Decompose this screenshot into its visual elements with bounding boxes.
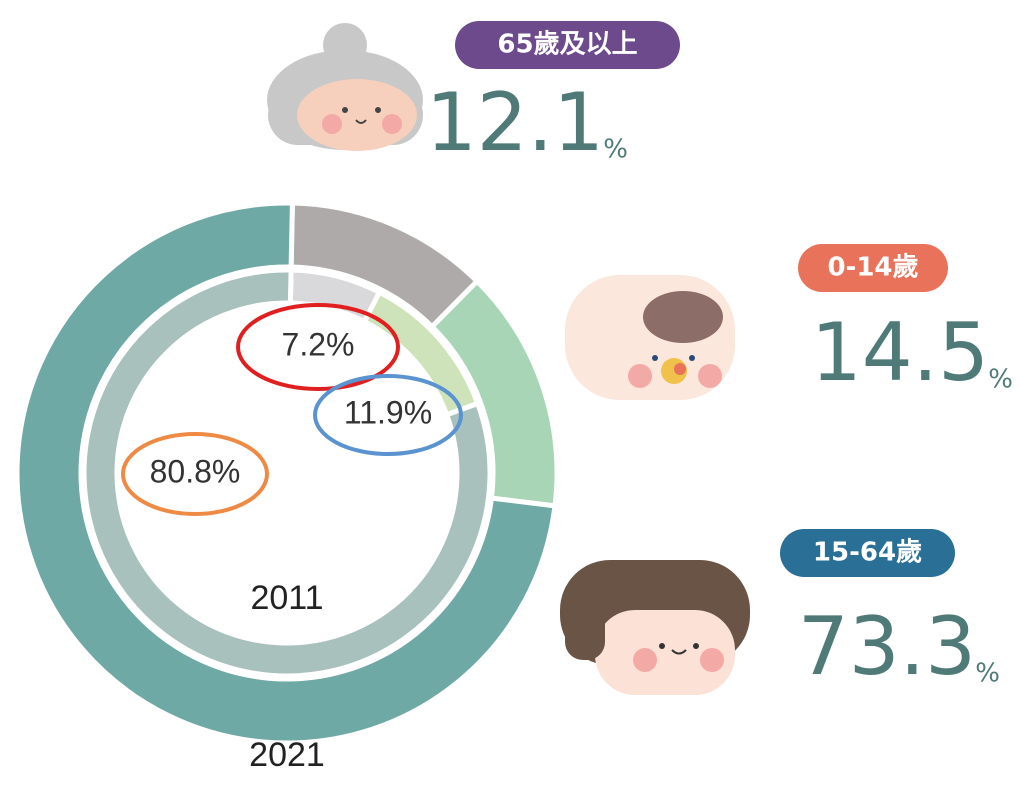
value-label: 7.2% (282, 326, 355, 362)
value-label: 73.3 (798, 600, 976, 693)
series-label: 2021 (249, 736, 325, 774)
value-label: 14.5 (811, 306, 989, 399)
unit-label: % (975, 659, 1000, 689)
value-label: 80.8% (150, 453, 241, 489)
annotation-circle (121, 432, 269, 516)
value-label: 12.1 (426, 76, 604, 169)
category-badge (455, 21, 680, 69)
unit-label: % (988, 365, 1013, 395)
annotation-circle (236, 303, 400, 391)
unit-label: % (603, 135, 628, 165)
category-badge (780, 529, 955, 577)
category-label: 15-64歲 (813, 538, 922, 568)
category-badge (798, 244, 948, 292)
series-label: 2011 (250, 579, 323, 617)
category-label: 0-14歲 (827, 253, 918, 283)
donut-segment (14, 200, 558, 746)
elderly-icon (267, 23, 423, 151)
adult-icon (560, 560, 750, 695)
value-label: 11.9% (344, 394, 432, 430)
annotation-circle (313, 374, 463, 456)
baby-icon (565, 275, 735, 400)
donut-segment (81, 267, 493, 679)
category-label: 65歲及以上 (497, 30, 637, 60)
